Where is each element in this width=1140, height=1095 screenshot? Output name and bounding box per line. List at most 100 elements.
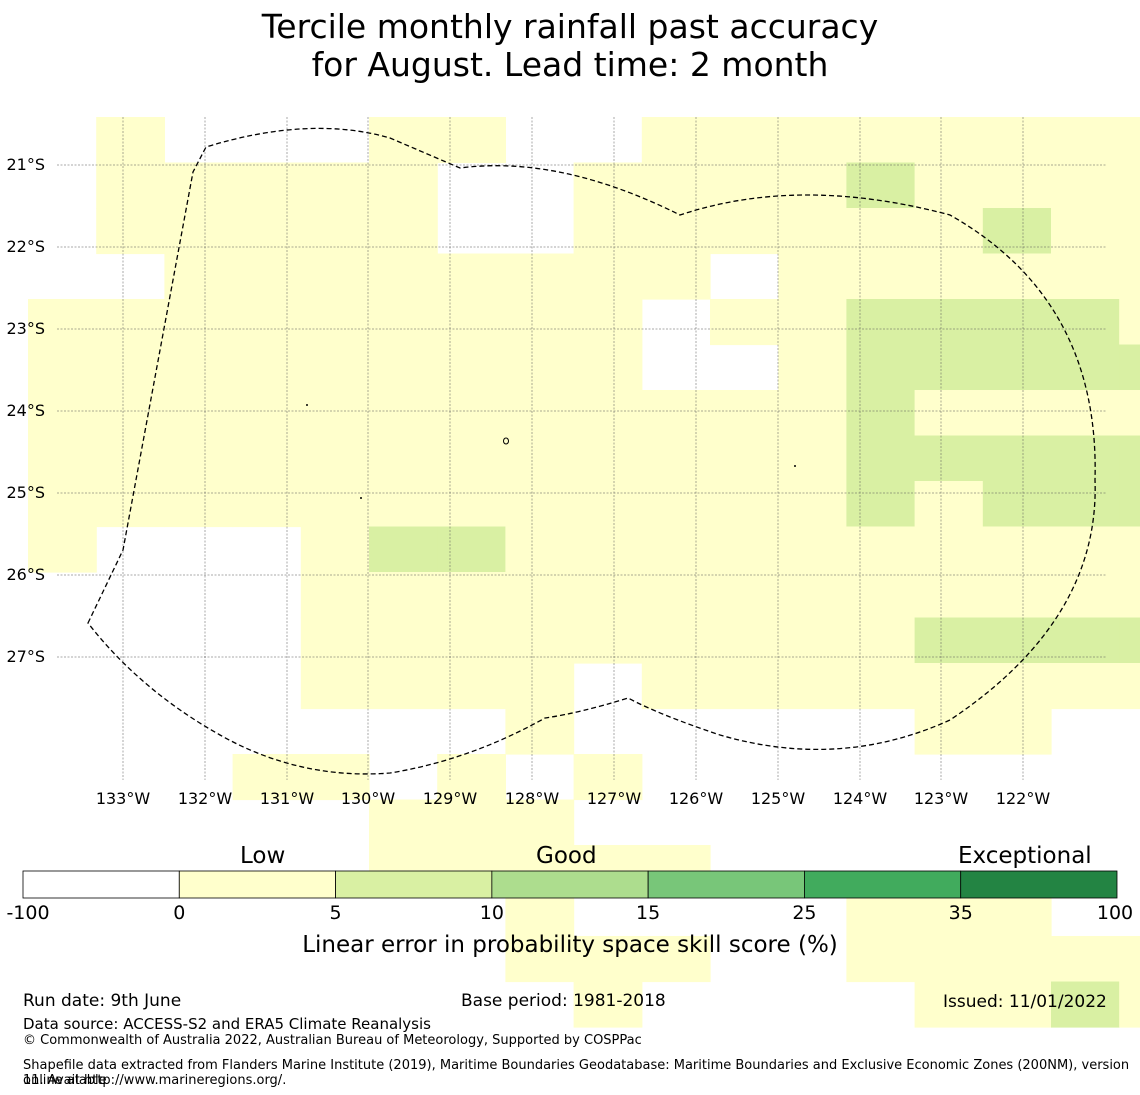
skill-cell — [300, 526, 370, 573]
skill-cell — [641, 390, 711, 437]
skill-cell — [437, 617, 506, 664]
skill-cell — [1051, 481, 1120, 528]
skill-cell — [369, 435, 438, 482]
skill-cell — [573, 253, 643, 300]
colorbar-segment — [804, 870, 962, 899]
skill-cell — [641, 663, 711, 710]
longitude-label: 129°W — [422, 789, 478, 808]
skill-cell — [573, 481, 643, 528]
skill-cell — [300, 481, 370, 528]
skill-cell — [369, 299, 438, 346]
skill-cell — [846, 117, 916, 164]
skill-cell — [1051, 390, 1120, 437]
skill-cell — [846, 390, 916, 437]
colorbar-xlabel: Linear error in probability space skill … — [302, 932, 838, 958]
skill-cell — [369, 390, 438, 437]
skill-cell — [232, 481, 302, 528]
shapefile-line2: online at http://www.marineregions.org/. — [23, 1073, 287, 1088]
skill-cell — [1119, 663, 1140, 710]
colorbar-tick-label: 0 — [173, 902, 186, 924]
map-title-line1: Tercile monthly rainfall past accuracy — [261, 7, 879, 46]
longitude-label: 126°W — [668, 789, 724, 808]
skill-cell — [232, 754, 302, 801]
skill-cell — [914, 617, 984, 664]
longitude-label: 124°W — [832, 789, 888, 808]
skill-cell — [96, 117, 165, 164]
skill-cell — [437, 481, 506, 528]
skill-cell — [846, 299, 916, 346]
longitude-label: 131°W — [259, 789, 315, 808]
skill-cell — [1119, 481, 1140, 528]
skill-cell — [710, 617, 779, 664]
skill-cell — [232, 435, 302, 482]
skill-cell — [164, 162, 234, 209]
skill-cell — [1051, 208, 1120, 255]
longitude-label: 130°W — [340, 789, 396, 808]
skill-cell — [846, 526, 916, 573]
skill-cell — [369, 572, 438, 619]
skill-cell — [982, 617, 1052, 664]
skill-cell — [846, 435, 916, 482]
skill-cell — [914, 435, 984, 482]
islands — [306, 404, 796, 499]
issued-date: Issued: 11/01/2022 — [943, 992, 1107, 1012]
skill-cell — [1119, 435, 1140, 482]
skill-cell — [505, 481, 575, 528]
skill-cell — [778, 390, 847, 437]
skill-cell — [982, 526, 1052, 573]
skill-cell — [437, 253, 506, 300]
skill-cell — [505, 299, 575, 346]
copyright: © Commonwealth of Australia 2022, Austra… — [23, 1033, 642, 1048]
skill-cell — [164, 299, 234, 346]
skill-cell — [778, 435, 847, 482]
skill-cell — [778, 299, 847, 346]
longitude-label: 122°W — [995, 789, 1051, 808]
skill-cell — [778, 344, 847, 391]
skill-cell — [982, 162, 1052, 209]
skill-cell — [914, 481, 984, 528]
skill-cell — [641, 162, 711, 209]
skill-cell — [573, 617, 643, 664]
skill-cell — [1119, 162, 1140, 209]
longitude-label: 128°W — [504, 789, 560, 808]
colorbar-segment — [22, 870, 180, 899]
skill-cell — [369, 344, 438, 391]
skill-cell — [573, 981, 643, 1028]
skill-cell — [437, 663, 506, 710]
skill-cell — [96, 299, 165, 346]
latitude-label: 27°S — [6, 647, 45, 666]
skill-cell — [437, 117, 506, 164]
skill-cell — [164, 344, 234, 391]
skill-cell — [1119, 981, 1140, 1028]
skill-cell — [369, 162, 438, 209]
colorbar-tick-label: -100 — [6, 902, 50, 924]
skill-cell — [914, 936, 984, 983]
skill-cell — [369, 799, 438, 846]
run-date: Run date: 9th June — [23, 991, 182, 1011]
skill-cell — [369, 208, 438, 255]
latitude-label: 22°S — [6, 237, 45, 256]
skill-cell — [300, 435, 370, 482]
skill-cell — [437, 754, 506, 801]
shapefile-line1: Shapefile data extracted from Flanders M… — [23, 1058, 1130, 1088]
skill-cell — [300, 162, 370, 209]
skill-cell — [505, 390, 575, 437]
skill-cell — [846, 253, 916, 300]
skill-cell — [164, 253, 234, 300]
skill-cell — [300, 617, 370, 664]
latitude-label: 21°S — [6, 155, 45, 174]
skill-cell — [1051, 117, 1120, 164]
skill-cell — [914, 390, 984, 437]
skill-cell — [778, 663, 847, 710]
skill-cell — [232, 299, 302, 346]
skill-cell — [437, 390, 506, 437]
skill-cell — [982, 708, 1052, 755]
skill-cell — [982, 981, 1052, 1028]
skill-cell — [28, 344, 97, 391]
skill-cell — [982, 663, 1052, 710]
latitude-label: 26°S — [6, 565, 45, 584]
skill-cell — [778, 253, 847, 300]
skill-cell — [300, 572, 370, 619]
skill-cell — [641, 936, 711, 983]
colorbar-tick-label: 100 — [1096, 902, 1134, 924]
